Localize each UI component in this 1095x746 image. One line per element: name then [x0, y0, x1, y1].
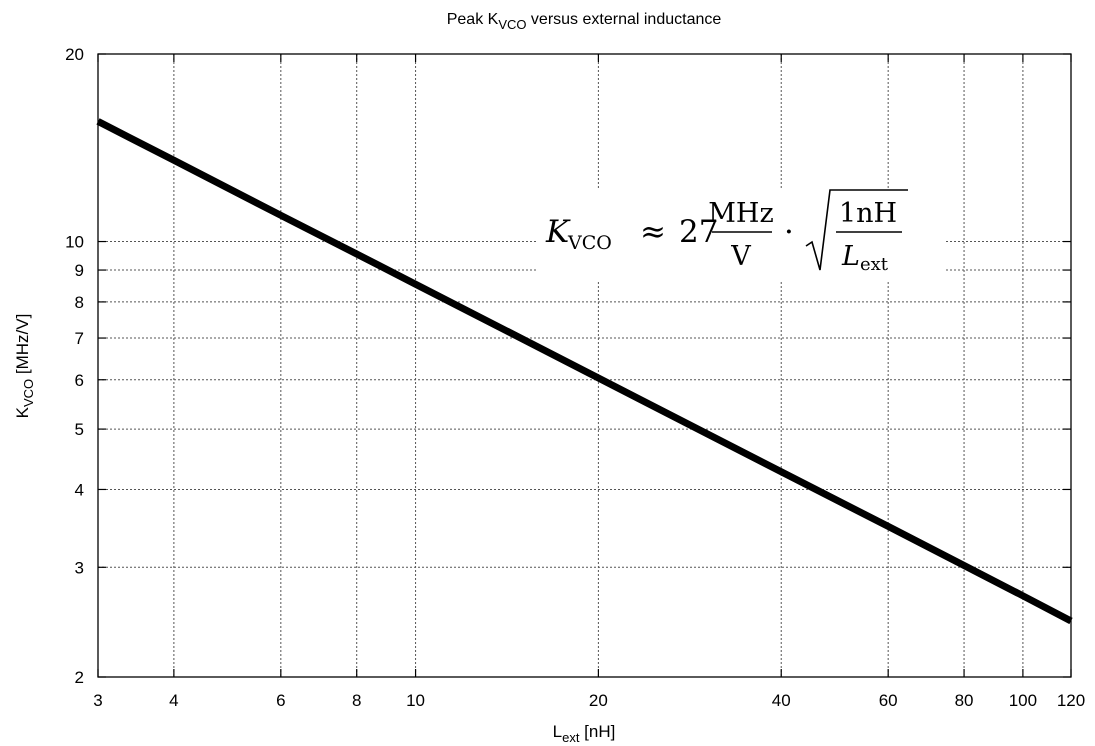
y-tick-label: 6 [75, 371, 84, 390]
formula-annotation: K VCO ≈ 27 MHz V · 1nH L ext [538, 188, 944, 280]
x-tick-label: 10 [406, 691, 425, 710]
y-tick-label: 10 [65, 233, 84, 252]
y-axis-title-unit: [MHz/V] [13, 314, 32, 379]
x-tick-label: 80 [955, 691, 974, 710]
series-layer [96, 118, 1073, 625]
y-tick-label: 2 [75, 668, 84, 687]
series-line [96, 118, 1073, 625]
y-axis-title-sub: VCO [21, 379, 36, 407]
formula-lhs-k: K [545, 214, 571, 250]
x-tick-label: 3 [93, 691, 102, 710]
y-tick-label: 4 [75, 480, 84, 499]
chart-title-subscript: VCO [498, 17, 526, 32]
chart-title-suffix: versus external inductance [526, 11, 721, 28]
formula-lhs: K [545, 214, 571, 250]
x-tick-label: 40 [772, 691, 791, 710]
y-axis-title: KVCO [MHz/V] [13, 314, 36, 419]
y-tick-label: 7 [75, 329, 84, 348]
formula-coef: 27 [679, 214, 718, 250]
formula-frac2-num: 1nH [839, 198, 897, 229]
x-axis-title: Lext [nH] [553, 722, 616, 745]
formula-frac2-den-sub: ext [860, 254, 889, 275]
x-tick-label: 6 [276, 691, 285, 710]
y-tick-label: 20 [65, 45, 84, 64]
grid [98, 54, 1071, 677]
y-axis-title-main: K [13, 406, 32, 418]
x-tick-label: 4 [169, 691, 178, 710]
formula-background [538, 188, 944, 280]
formula-frac2-den: L [841, 241, 860, 272]
x-axis-title-main: L [553, 722, 562, 741]
x-tick-label: 8 [352, 691, 361, 710]
y-tick-label: 3 [75, 558, 84, 577]
formula-approx: ≈ [640, 214, 666, 250]
x-tick-label: 120 [1057, 691, 1085, 710]
chart-title-prefix: Peak K [447, 11, 499, 28]
y-tick-label: 5 [75, 420, 84, 439]
x-tick-label: 20 [589, 691, 608, 710]
y-tick-label: 9 [75, 261, 84, 280]
x-axis-title-unit: [nH] [579, 722, 615, 741]
formula-dot: · [784, 214, 794, 250]
y-tick-label: 8 [75, 293, 84, 312]
x-axis-title-sub: ext [562, 730, 580, 745]
x-tick-label: 60 [879, 691, 898, 710]
chart-title: Peak KVCO versus external inductance [447, 11, 722, 32]
x-tick-label: 100 [1009, 691, 1037, 710]
formula-sqrt-sign [805, 189, 908, 271]
formula-frac1-num: MHz [708, 198, 773, 229]
formula-lhs-sub: VCO [567, 232, 612, 254]
formula-frac1-den: V [730, 241, 751, 272]
plot-frame [97, 53, 1072, 678]
